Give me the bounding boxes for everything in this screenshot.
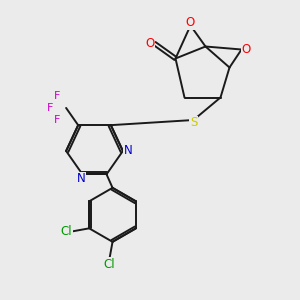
Text: Cl: Cl bbox=[61, 225, 73, 238]
Text: F: F bbox=[54, 91, 60, 101]
Text: O: O bbox=[146, 37, 154, 50]
Text: Cl: Cl bbox=[104, 258, 116, 271]
Text: N: N bbox=[124, 145, 133, 158]
Text: O: O bbox=[242, 43, 250, 56]
Text: F: F bbox=[54, 115, 60, 125]
Text: S: S bbox=[190, 116, 197, 130]
Text: F: F bbox=[46, 103, 53, 113]
Text: O: O bbox=[186, 16, 195, 29]
Text: N: N bbox=[76, 172, 85, 185]
